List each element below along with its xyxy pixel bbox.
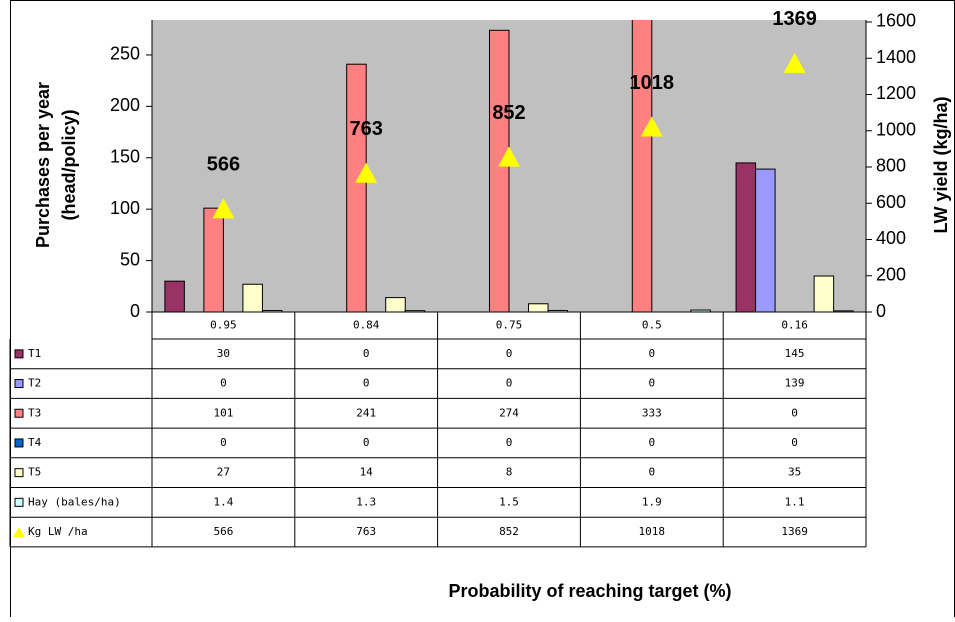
y2-tick-label: 800	[876, 156, 906, 176]
category-label: 0.75	[496, 319, 523, 332]
bar	[346, 63, 367, 312]
marker	[355, 162, 378, 183]
legend-label: Kg LW /ha	[28, 525, 88, 538]
marker	[783, 52, 806, 73]
category-label: 0.5	[642, 319, 662, 332]
marker	[498, 146, 520, 167]
table-value: 14	[360, 466, 374, 479]
table-value: 0	[648, 436, 655, 449]
legend-key	[14, 497, 24, 507]
table-value: 0	[363, 436, 370, 449]
table-value: 0	[791, 436, 798, 449]
legend-key	[14, 468, 24, 478]
table-value: 0	[648, 466, 655, 479]
bar	[813, 275, 835, 312]
table-value: 139	[785, 377, 805, 390]
y2-tick-label: 600	[876, 192, 906, 212]
y-tick-label: 200	[110, 95, 140, 115]
bar	[631, 20, 653, 312]
table-value: 333	[642, 406, 662, 419]
y-tick-label: 250	[110, 44, 140, 64]
table-value: 566	[213, 525, 233, 538]
data-label: 1018	[630, 72, 675, 94]
category-label: 0.84	[353, 319, 380, 332]
y2-tick-label: 1200	[876, 83, 916, 103]
bar	[404, 310, 426, 312]
bar	[164, 280, 185, 312]
data-label: 1369	[772, 8, 817, 30]
table-value: 35	[788, 466, 801, 479]
table-value: 1.3	[356, 495, 376, 508]
legend-label: T4	[28, 436, 42, 449]
y-tick-label: 50	[120, 249, 140, 269]
table-value: 101	[213, 406, 233, 419]
legend-key	[13, 527, 25, 538]
table-value: 0	[648, 377, 655, 390]
table-value: 274	[499, 406, 519, 419]
category-label: 0.95	[210, 319, 237, 332]
table-value: 763	[356, 525, 376, 538]
y-tick-label: 0	[130, 301, 140, 321]
bar	[755, 168, 776, 312]
table-value: 27	[217, 466, 230, 479]
table-value: 852	[499, 525, 519, 538]
y2-tick-label: 1400	[876, 47, 916, 67]
y2-tick-label: 200	[876, 264, 906, 284]
legend-key	[14, 438, 24, 448]
y-tick-label: 100	[110, 198, 140, 218]
table-value: 1.1	[785, 495, 805, 508]
table-value: 1018	[639, 525, 666, 538]
table-value: 0	[363, 347, 370, 360]
plot	[164, 20, 854, 312]
data-label: 852	[492, 102, 525, 124]
legend-key	[14, 408, 24, 418]
table-value: 0	[791, 406, 798, 419]
bar	[488, 29, 510, 312]
x-axis-title: Probability of reaching target (%)	[448, 581, 731, 601]
legend-label: T1	[28, 347, 41, 360]
legend-label: T5	[28, 466, 41, 479]
table-value: 0	[506, 377, 513, 390]
table-value: 0	[506, 436, 513, 449]
y2-tick-label: 0	[876, 301, 886, 321]
data-label: 566	[207, 154, 240, 176]
table-value: 0	[220, 436, 227, 449]
legend-key	[14, 379, 24, 389]
bar	[385, 297, 406, 312]
y2-tick-label: 1000	[876, 119, 916, 139]
bar	[261, 310, 283, 312]
bar	[735, 162, 757, 312]
legend-label: T3	[28, 406, 41, 419]
y2-tick-label: 1600	[876, 11, 916, 31]
legend-label: Hay (bales/ha)	[28, 495, 121, 508]
y2-axis-title: LW yield (kg/ha)	[931, 96, 951, 233]
marker	[212, 198, 235, 219]
bar	[242, 283, 263, 312]
y-axis-title: Purchases per year	[33, 82, 53, 248]
legend-label: T2	[28, 377, 41, 390]
category-label: 0.16	[781, 319, 808, 332]
table-value: 8	[506, 466, 513, 479]
table-value: 0	[220, 377, 227, 390]
y-axis-title: (head/policy)	[59, 109, 79, 220]
legend-key	[14, 349, 24, 359]
table-value: 1.9	[642, 495, 662, 508]
bar	[528, 303, 549, 312]
bar	[203, 207, 224, 312]
y2-tick-label: 400	[876, 228, 906, 248]
table-value: 241	[356, 406, 376, 419]
table-value: 145	[785, 347, 805, 360]
table-value: 1369	[781, 525, 808, 538]
table-value: 30	[217, 347, 230, 360]
y-tick-label: 150	[110, 147, 140, 167]
table-value: 1.5	[499, 495, 519, 508]
data-label: 763	[350, 118, 383, 140]
table-value: 0	[506, 347, 513, 360]
table-value: 0	[363, 377, 370, 390]
table-value: 0	[648, 347, 655, 360]
table-value: 1.4	[213, 495, 233, 508]
bar	[833, 310, 854, 312]
marker	[640, 116, 663, 137]
